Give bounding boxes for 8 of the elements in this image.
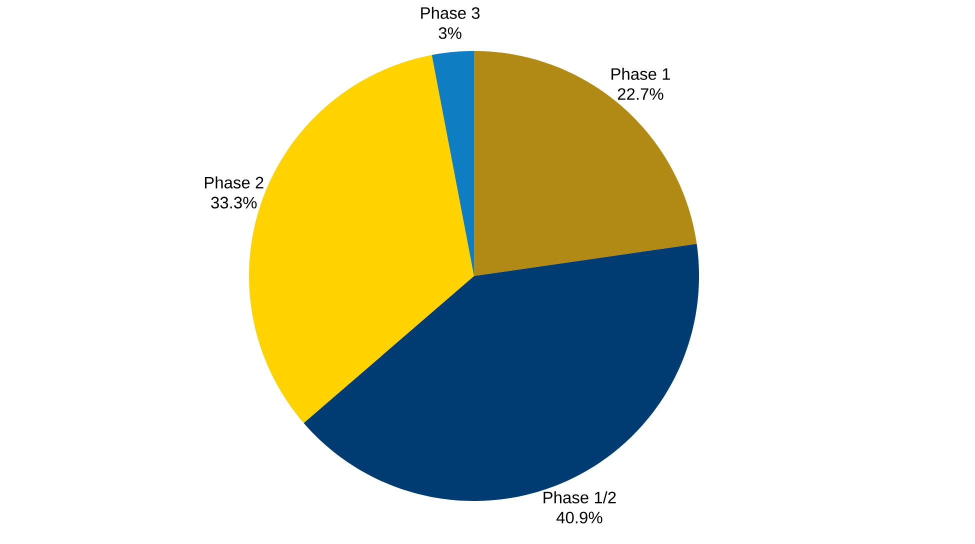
data-label: 3% (438, 27, 462, 39)
data-label: 22.7% (618, 88, 664, 100)
slice-label: Phase 3 (421, 6, 480, 19)
slice-label: Phase 1/2 (544, 491, 616, 504)
data-label: 40.9% (556, 512, 602, 524)
slice-label: Phase 1 (612, 68, 670, 80)
slice-label: Phase 2 (204, 176, 264, 188)
data-label: 33.3% (211, 196, 257, 208)
